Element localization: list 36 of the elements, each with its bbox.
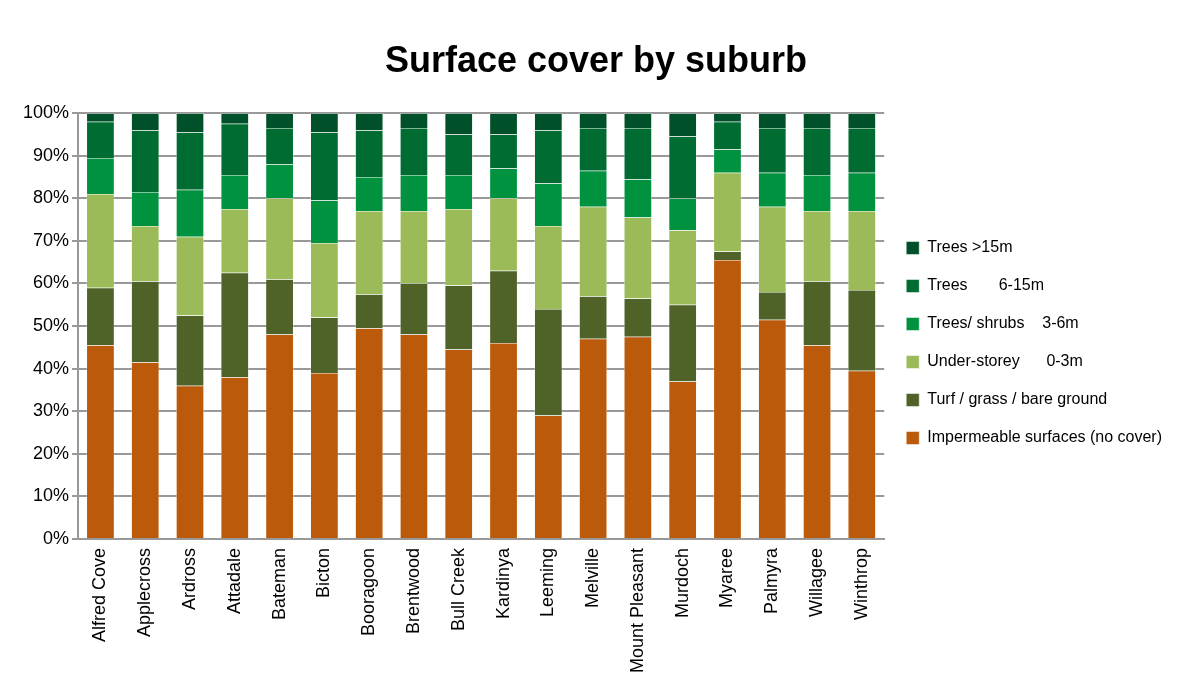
chart-title: Surface cover by suburb [384, 38, 808, 80]
x-tick-label: Willagee [806, 547, 827, 617]
x-tick-label: Murdoch [671, 547, 692, 618]
legend-label: Impermeable surfaces (no cover) [927, 428, 1163, 446]
legend-label: Turf / grass / bare ground [927, 390, 1108, 408]
x-tick-label: Kardinya [492, 546, 513, 619]
y-tick-label: 70% [33, 229, 70, 250]
x-tick-label: Attadale [223, 547, 244, 614]
x-tick-label: Palmyra [761, 546, 782, 614]
x-tick-label: Booragoon [358, 547, 379, 636]
x-tick-label: Mount Pleasant [626, 547, 647, 673]
x-tick-label: Brentwood [402, 547, 423, 634]
legend-label: Under-storey 0-3m [927, 352, 1083, 370]
x-tick-label: Leeming [537, 547, 558, 617]
y-tick-label: 100% [22, 102, 70, 123]
y-tick-label: 10% [33, 485, 70, 506]
y-tick-label: 60% [33, 272, 70, 293]
y-tick-label: 90% [33, 144, 70, 165]
x-tick-label: Bateman [268, 547, 289, 620]
legend-label: Trees 6-15m [927, 276, 1045, 294]
x-tick-label: Ardross [178, 547, 199, 610]
y-tick-label: 0% [43, 527, 70, 548]
x-tick-label: Winthrop [850, 547, 871, 620]
legend-label: Trees >15m [927, 238, 1013, 256]
y-tick-label: 50% [33, 315, 70, 336]
y-tick-label: 40% [33, 357, 70, 378]
y-tick-label: 20% [33, 442, 70, 463]
x-tick-label: Bull Creek [447, 546, 468, 631]
x-tick-label: Melville [582, 547, 603, 608]
legend-label: Trees/ shrubs 3-6m [927, 314, 1079, 332]
x-tick-label: Bicton [313, 547, 334, 598]
x-tick-label: Myaree [716, 547, 737, 608]
x-tick-label: Alfred Cove [89, 547, 110, 642]
y-tick-label: 30% [33, 400, 70, 421]
x-tick-label: Applecross [134, 547, 155, 637]
y-tick-label: 80% [33, 187, 70, 208]
